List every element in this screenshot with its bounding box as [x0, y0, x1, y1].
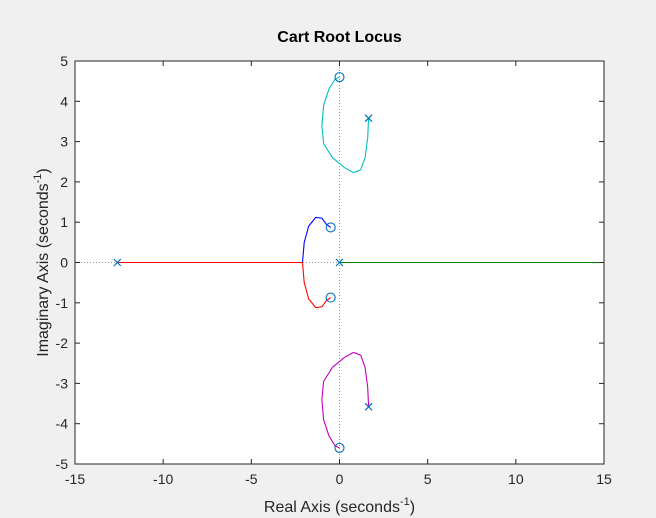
pole-zero-markers: [113, 72, 373, 453]
y-axis-label-sup: -1: [32, 174, 44, 184]
x-tick-label: 10: [508, 471, 524, 487]
y-tick-label: 4: [60, 93, 68, 109]
locus-branch-red: [117, 261, 332, 309]
pole-marker: [335, 258, 344, 267]
y-tick-label: 0: [60, 255, 68, 271]
y-tick-label: -1: [56, 295, 69, 311]
y-tick-label: -3: [56, 375, 69, 391]
pole-marker: [364, 402, 373, 411]
x-tick-label: -15: [65, 471, 85, 487]
x-tick-label: 0: [336, 471, 344, 487]
zero-marker: [334, 72, 345, 83]
pole-marker: [364, 114, 373, 123]
x-axis-label-sup: -1: [400, 496, 410, 508]
pole-marker: [113, 258, 122, 267]
x-axis-label-main: Real Axis (seconds: [264, 499, 400, 516]
locus-branch-magenta: [321, 351, 370, 449]
x-tick-label: -10: [153, 471, 173, 487]
locus-branches: [117, 76, 604, 449]
x-tick-label: 5: [424, 471, 432, 487]
zero-marker: [325, 292, 336, 303]
chart-title: Cart Root Locus: [277, 29, 402, 46]
x-tick-label: 15: [596, 471, 612, 487]
y-axis-label-end: ): [35, 168, 52, 173]
locus-branch-cyan: [321, 76, 370, 174]
x-axis-label-end: ): [410, 499, 415, 516]
y-axis-label: Imaginary Axis (seconds-1): [32, 168, 52, 357]
locus-branch-blue: [301, 216, 332, 263]
y-tick-label: -4: [56, 416, 69, 432]
y-tick-label: 5: [60, 53, 68, 69]
y-tick-label: 3: [60, 134, 68, 150]
x-axis-label: Real Axis (seconds-1): [264, 496, 415, 516]
y-tick-label: -5: [56, 456, 69, 472]
x-tick-label: -5: [245, 471, 258, 487]
zero-marker: [325, 222, 336, 233]
y-tick-label: 2: [60, 174, 68, 190]
zero-marker: [334, 442, 345, 453]
y-axis-label-main: Imaginary Axis (seconds: [35, 183, 52, 356]
y-tick-label: -2: [56, 335, 69, 351]
y-tick-label: 1: [60, 214, 68, 230]
